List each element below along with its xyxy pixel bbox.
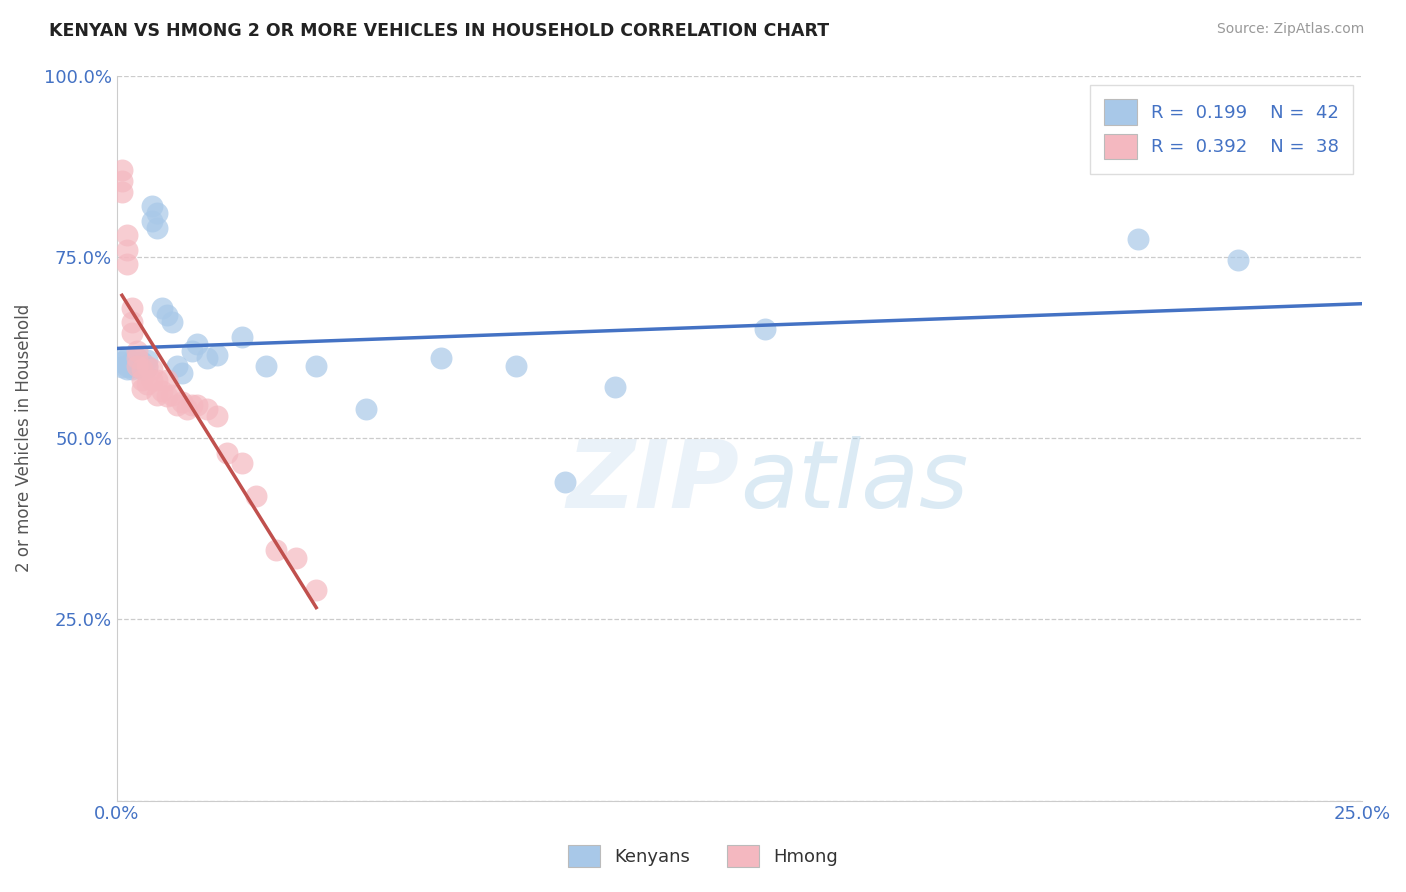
Point xyxy=(115,227,138,242)
Point xyxy=(146,206,169,220)
Point xyxy=(121,315,143,329)
Point xyxy=(180,344,202,359)
Point xyxy=(115,359,138,373)
Point xyxy=(141,199,163,213)
Point xyxy=(505,359,527,373)
Point xyxy=(254,359,277,373)
Point xyxy=(205,409,228,424)
Text: KENYAN VS HMONG 2 OR MORE VEHICLES IN HOUSEHOLD CORRELATION CHART: KENYAN VS HMONG 2 OR MORE VEHICLES IN HO… xyxy=(49,22,830,40)
Point xyxy=(1226,253,1249,268)
Point xyxy=(111,355,134,369)
Point xyxy=(305,359,328,373)
Point xyxy=(131,362,153,376)
Point xyxy=(554,475,576,489)
Point xyxy=(135,352,157,367)
Point xyxy=(156,308,179,322)
Legend: Kenyans, Hmong: Kenyans, Hmong xyxy=(561,838,845,874)
Point xyxy=(605,380,627,394)
Point xyxy=(231,457,253,471)
Point xyxy=(141,373,163,387)
Point xyxy=(195,402,218,417)
Point xyxy=(146,220,169,235)
Point xyxy=(111,162,134,177)
Point xyxy=(121,359,143,373)
Point xyxy=(135,376,157,391)
Point xyxy=(125,351,148,366)
Point xyxy=(125,359,148,373)
Point xyxy=(146,387,169,401)
Point xyxy=(166,359,188,373)
Point xyxy=(141,213,163,227)
Point xyxy=(131,355,153,369)
Point xyxy=(305,583,328,598)
Point xyxy=(285,550,308,565)
Point xyxy=(195,351,218,366)
Point xyxy=(111,174,134,188)
Point xyxy=(245,489,267,503)
Point xyxy=(150,384,173,398)
Point xyxy=(125,344,148,359)
Point xyxy=(215,445,238,459)
Point xyxy=(205,348,228,362)
Point xyxy=(160,315,183,329)
Point xyxy=(111,185,134,199)
Point xyxy=(186,399,208,413)
Text: ZIP: ZIP xyxy=(567,435,740,527)
Point xyxy=(131,359,153,373)
Point xyxy=(231,329,253,343)
Point xyxy=(156,389,179,403)
Point xyxy=(170,394,193,409)
Point xyxy=(186,336,208,351)
Point xyxy=(115,243,138,257)
Point xyxy=(266,543,288,558)
Point xyxy=(430,351,453,366)
Point xyxy=(121,301,143,315)
Point xyxy=(115,257,138,271)
Point xyxy=(180,399,202,413)
Point xyxy=(156,373,179,387)
Point xyxy=(121,355,143,369)
Point xyxy=(1128,232,1150,246)
Point xyxy=(115,351,138,366)
Point xyxy=(125,355,148,369)
Point xyxy=(131,382,153,396)
Point xyxy=(160,387,183,401)
Point xyxy=(125,351,148,366)
Point xyxy=(176,402,198,417)
Point xyxy=(121,326,143,340)
Y-axis label: 2 or more Vehicles in Household: 2 or more Vehicles in Household xyxy=(15,304,32,572)
Point xyxy=(115,362,138,376)
Text: atlas: atlas xyxy=(740,436,967,527)
Point xyxy=(131,373,153,387)
Point xyxy=(121,362,143,376)
Point xyxy=(125,359,148,374)
Point xyxy=(131,362,153,376)
Point xyxy=(166,399,188,413)
Point xyxy=(111,359,134,374)
Text: Source: ZipAtlas.com: Source: ZipAtlas.com xyxy=(1216,22,1364,37)
Point xyxy=(754,322,776,336)
Point xyxy=(354,402,377,417)
Point xyxy=(146,373,169,387)
Point xyxy=(150,301,173,315)
Point xyxy=(135,359,157,374)
Point xyxy=(170,366,193,380)
Point xyxy=(141,362,163,376)
Legend: R =  0.199    N =  42, R =  0.392    N =  38: R = 0.199 N = 42, R = 0.392 N = 38 xyxy=(1090,85,1354,174)
Point xyxy=(135,359,157,373)
Point xyxy=(121,359,143,374)
Point xyxy=(111,350,134,364)
